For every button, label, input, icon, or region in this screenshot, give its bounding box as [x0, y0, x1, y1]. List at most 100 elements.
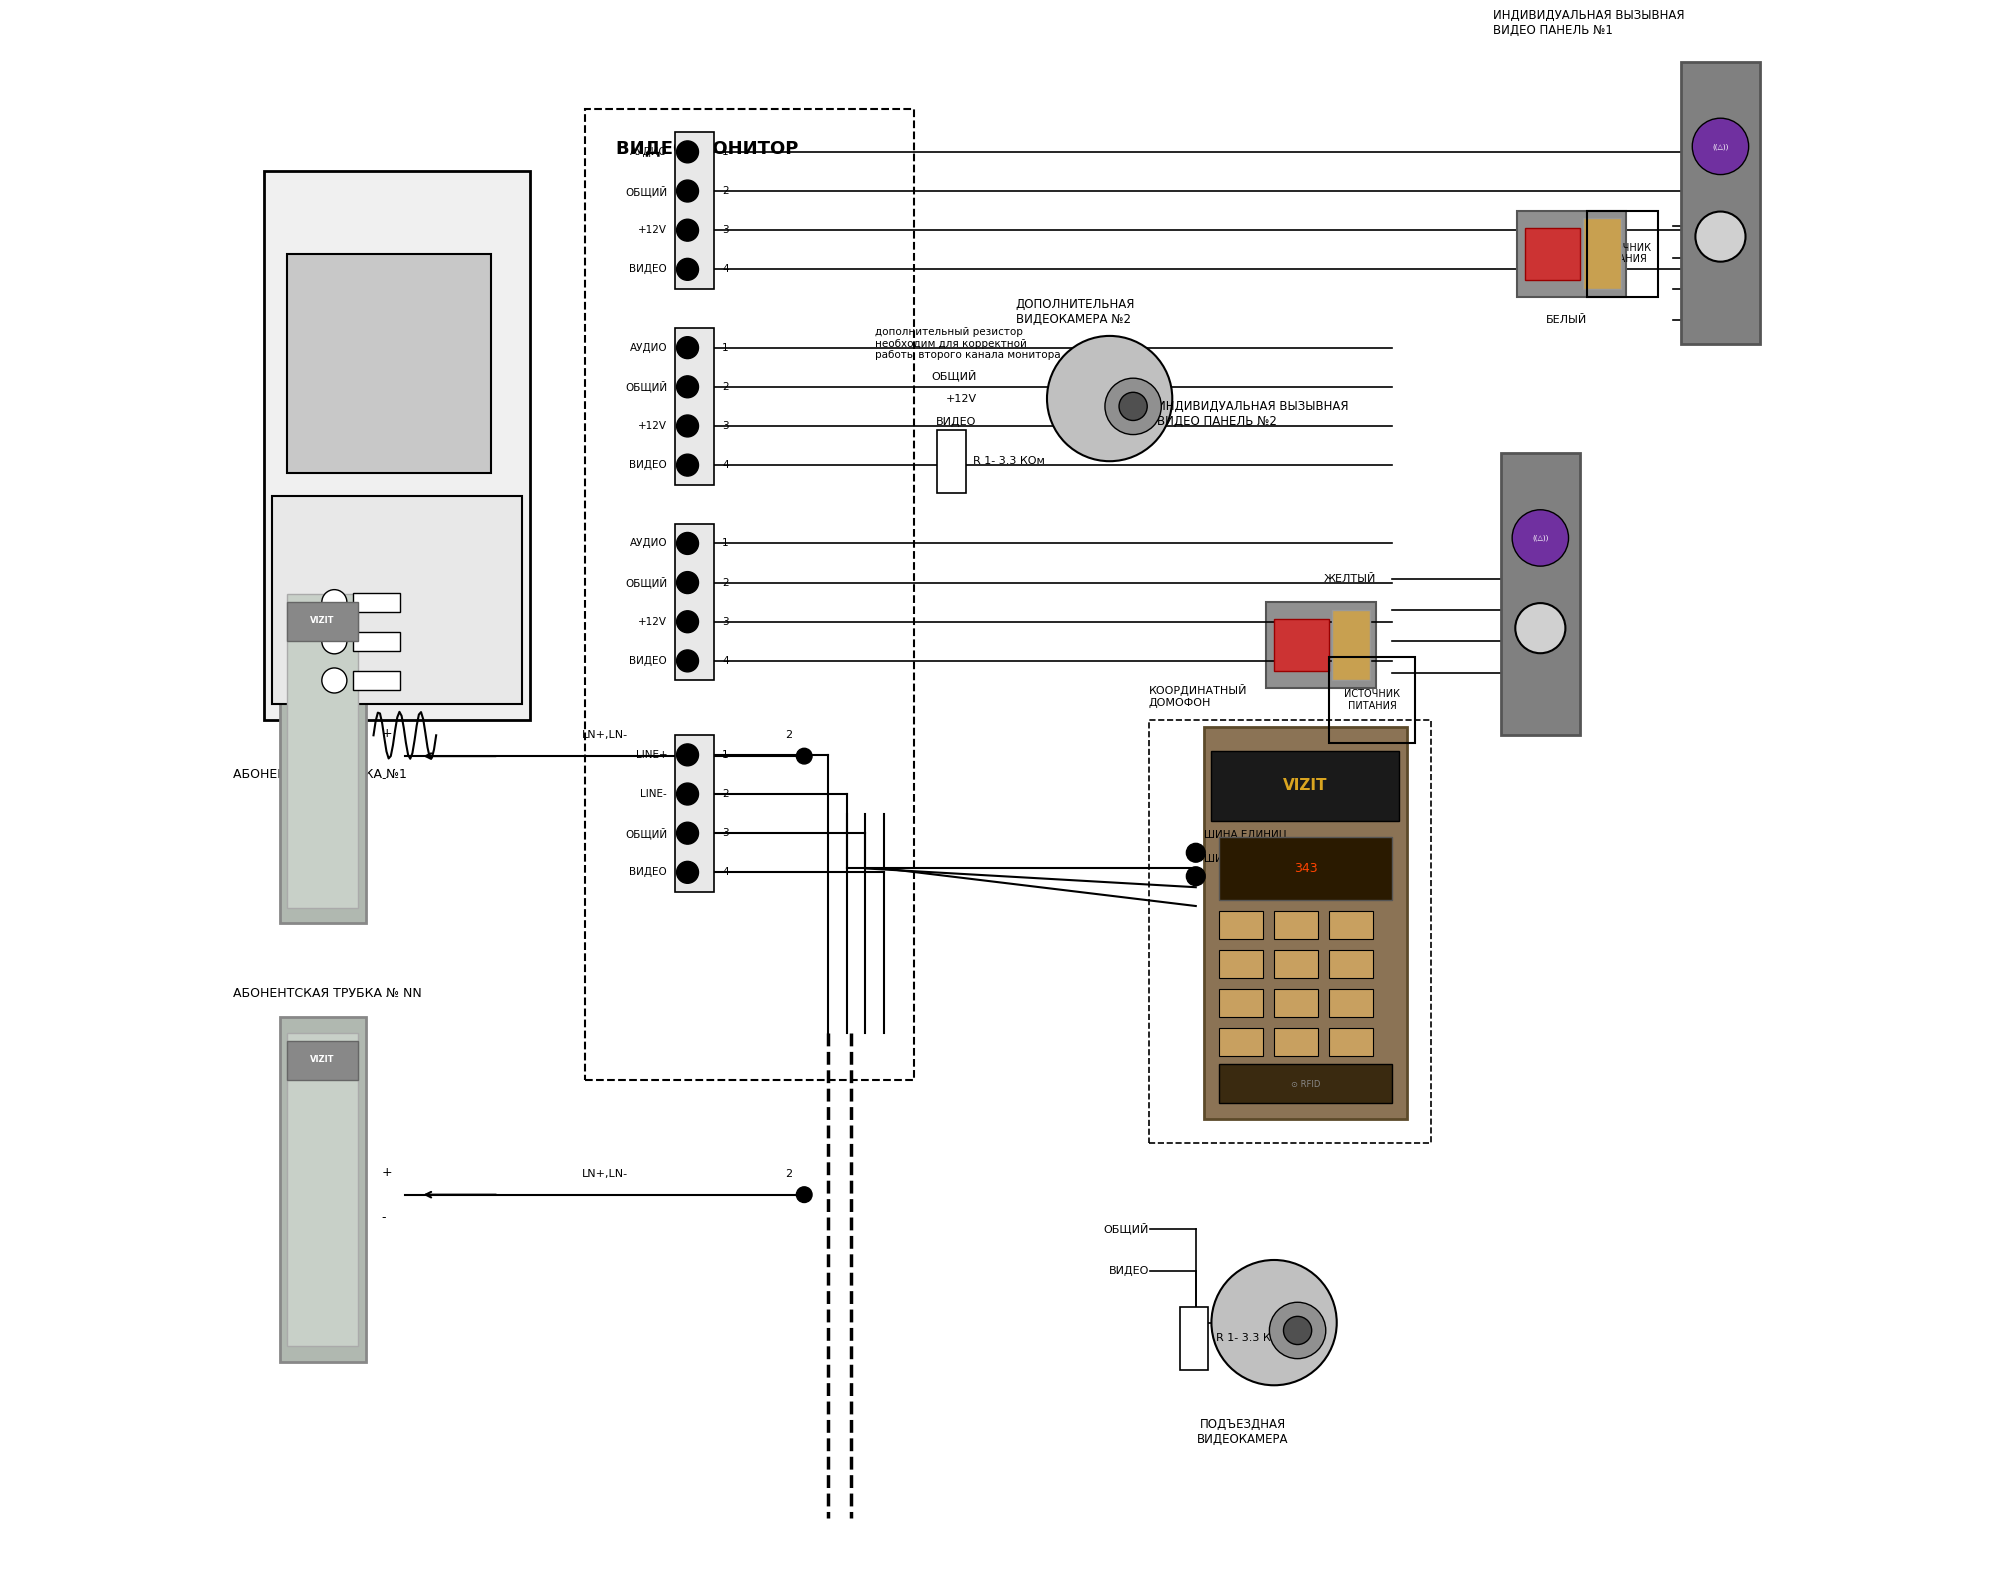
Text: ОБЩИЙ: ОБЩИЙ [626, 827, 668, 838]
Bar [1266, 602, 1376, 688]
Circle shape [676, 179, 698, 202]
Text: КРАСНЫЙ: КРАСНЫЙ [1530, 284, 1588, 294]
Circle shape [1120, 392, 1148, 421]
Text: 3: 3 [722, 421, 728, 430]
Circle shape [676, 783, 698, 805]
Text: КРАСНЫЙ: КРАСНЫЙ [1320, 637, 1376, 646]
Text: ОБЩИЙ: ОБЩИЙ [626, 186, 668, 197]
Circle shape [322, 669, 346, 692]
Circle shape [1212, 1259, 1336, 1385]
Text: ВИДЕО: ВИДЕО [630, 461, 668, 470]
Text: ВИДЕО: ВИДЕО [1108, 1266, 1148, 1277]
Circle shape [1284, 1316, 1312, 1345]
Bar [354, 592, 400, 611]
Text: 1: 1 [722, 538, 728, 548]
Bar [1582, 219, 1622, 289]
Text: БЕЛЫЙ: БЕЛЫЙ [1334, 667, 1376, 678]
Text: АУДИО: АУДИО [630, 538, 668, 548]
Text: АУДИО: АУДИО [630, 343, 668, 353]
Text: ВИДЕО: ВИДЕО [936, 418, 976, 427]
Circle shape [1104, 378, 1162, 435]
Text: 2: 2 [722, 381, 728, 392]
Circle shape [676, 572, 698, 594]
Text: ОБЩИЙ: ОБЩИЙ [1104, 1223, 1148, 1234]
Text: КООРДИНАТНЫЙ
ДОМОФОН: КООРДИНАТНЫЙ ДОМОФОН [1148, 684, 1248, 708]
Text: ЧЕРНЫЙ: ЧЕРНЫЙ [1328, 605, 1376, 615]
Bar [676, 329, 714, 484]
Text: -: - [382, 1210, 386, 1224]
Bar [1502, 453, 1580, 735]
Bar [1212, 751, 1400, 821]
Text: 3: 3 [722, 616, 728, 627]
Text: R 1- 3.3 КОм: R 1- 3.3 КОм [974, 456, 1046, 467]
Text: ((△)): ((△)) [1532, 535, 1548, 542]
Text: БЕЛЫЙ: БЕЛЫЙ [1546, 316, 1588, 326]
Bar [938, 430, 966, 492]
Text: 4: 4 [722, 867, 728, 877]
Text: +: + [382, 1166, 392, 1178]
Bar [1682, 62, 1760, 343]
Bar [1328, 989, 1372, 1018]
Text: 3: 3 [722, 225, 728, 235]
Bar [280, 1018, 366, 1363]
Text: ШИНА ЕДИНИЦ: ШИНА ЕДИНИЦ [1204, 831, 1286, 840]
Text: 4: 4 [722, 656, 728, 665]
Bar [1328, 1027, 1372, 1056]
Text: +12V: +12V [638, 421, 668, 430]
Text: 1: 1 [722, 750, 728, 761]
Bar [288, 1040, 358, 1080]
Circle shape [676, 259, 698, 281]
Bar [1204, 727, 1408, 1120]
Bar [288, 594, 358, 908]
Circle shape [676, 337, 698, 359]
Bar [1274, 950, 1318, 978]
Circle shape [1516, 603, 1566, 653]
Bar [1588, 211, 1658, 297]
Text: LN+,LN-: LN+,LN- [582, 1169, 628, 1178]
Text: LINE-: LINE- [640, 789, 668, 799]
Circle shape [322, 589, 346, 615]
Circle shape [676, 861, 698, 883]
Bar [1274, 910, 1318, 939]
Text: -: - [382, 772, 386, 784]
Bar [1180, 1307, 1208, 1369]
Text: 4: 4 [722, 461, 728, 470]
Text: +: + [382, 727, 392, 740]
Bar [272, 495, 522, 703]
Circle shape [676, 823, 698, 845]
Bar [1220, 910, 1264, 939]
Text: +12V: +12V [638, 225, 668, 235]
Bar [288, 602, 358, 642]
Text: ВИДЕО МОНИТОР: ВИДЕО МОНИТОР [616, 140, 798, 157]
Text: ЖЕЛТЫЙ: ЖЕЛТЫЙ [1534, 221, 1588, 232]
Text: 343: 343 [1294, 862, 1318, 875]
Bar [1274, 989, 1318, 1018]
Text: ШИНА ДЕСЯТКОВ: ШИНА ДЕСЯТКОВ [1204, 854, 1298, 864]
Circle shape [676, 532, 698, 554]
Text: ИСТОЧНИК
ПИТАНИЯ: ИСТОЧНИК ПИТАНИЯ [1594, 243, 1650, 265]
Circle shape [676, 141, 698, 164]
Text: АУДИО: АУДИО [630, 146, 668, 157]
Circle shape [676, 649, 698, 672]
Text: дополнительный резистор
необходим для корректной
работы второго канала монитора: дополнительный резистор необходим для ко… [874, 327, 1060, 360]
Circle shape [1696, 211, 1746, 262]
Text: 2: 2 [784, 1169, 792, 1178]
Text: ОБЩИЙ: ОБЩИЙ [932, 370, 976, 381]
Text: 1: 1 [722, 146, 728, 157]
Bar [354, 632, 400, 651]
Bar [676, 524, 714, 681]
Bar [354, 672, 400, 689]
Text: ВИДЕО: ВИДЕО [630, 656, 668, 665]
Bar [1148, 719, 1430, 1142]
Circle shape [796, 1186, 812, 1202]
Circle shape [676, 611, 698, 632]
Text: VIZIT: VIZIT [1284, 778, 1328, 792]
Bar [1220, 1064, 1392, 1104]
Text: АБОНЕНТСКАЯ ТРУБКА №1: АБОНЕНТСКАЯ ТРУБКА №1 [232, 769, 406, 781]
Circle shape [1046, 337, 1172, 461]
Text: R 1- 3.3 КОм: R 1- 3.3 КОм [1216, 1334, 1288, 1343]
Text: ОБЩИЙ: ОБЩИЙ [626, 381, 668, 392]
Bar [676, 132, 714, 289]
Bar [1220, 950, 1264, 978]
Circle shape [676, 743, 698, 765]
